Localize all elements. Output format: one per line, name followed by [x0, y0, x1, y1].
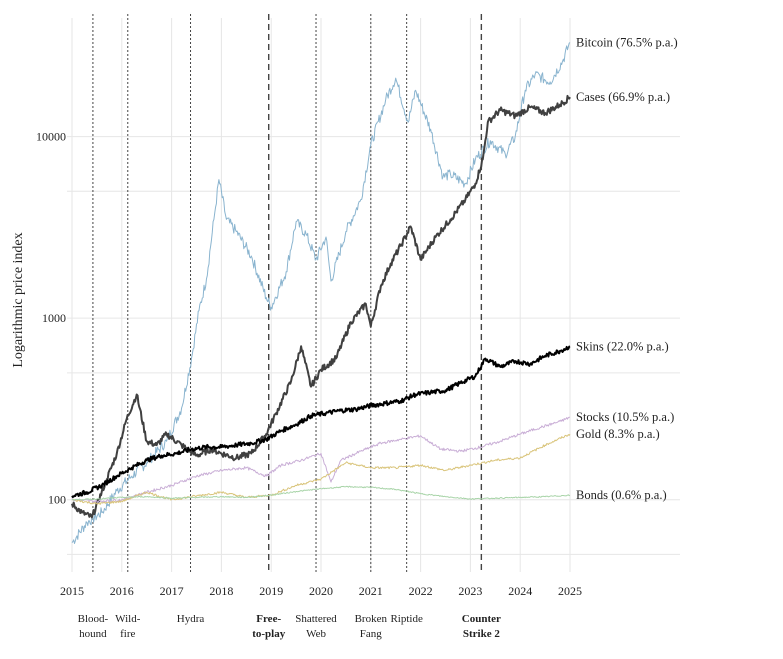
event-label-line: Wild- — [115, 613, 141, 625]
x-tick-label: 2015 — [60, 584, 84, 598]
event-label-line: Strike 2 — [463, 628, 500, 640]
event-label-line: hound — [79, 628, 107, 640]
event-label-line: Counter — [462, 613, 501, 625]
x-tick-label: 2022 — [409, 584, 433, 598]
series-line-cases — [71, 94, 571, 519]
event-label-line: Web — [306, 628, 326, 640]
event-label: Wild-fire — [115, 613, 141, 640]
axis-layer: 2015 2016 2017 2018 2019 2020 2021 2022 2023 2024… — [36, 130, 582, 598]
series-layer — [71, 42, 571, 544]
event-label-line: Free- — [256, 613, 281, 625]
series-label-bitcoin: Bitcoin (76.5% p.a.) — [576, 35, 678, 49]
x-tick-label: 2017 — [160, 584, 184, 598]
x-tick-label: 2020 — [309, 584, 333, 598]
y-tick-label: 100 — [48, 493, 66, 507]
x-tick-label: 2025 — [558, 584, 582, 598]
x-tick-label: 2016 — [110, 584, 134, 598]
series-labels: Bitcoin (76.5% p.a.) Cases (66.9% p.a.) Sk… — [576, 35, 678, 502]
event-label-line: fire — [120, 628, 135, 640]
series-label-gold: Gold (8.3% p.a.) — [576, 427, 660, 441]
event-label-line: Blood- — [78, 613, 109, 625]
series-label-bonds: Bonds (0.6% p.a.) — [576, 488, 667, 502]
x-tick-label: 2018 — [209, 584, 233, 598]
series-line-bonds — [71, 485, 571, 501]
event-label-line: to-play — [252, 628, 286, 640]
event-label-line: Fang — [360, 628, 383, 640]
event-label-line: Riptide — [390, 613, 423, 625]
event-label: Hydra — [177, 613, 205, 625]
series-label-skins: Skins (22.0% p.a.) — [576, 339, 669, 353]
x-tick-label: 2023 — [458, 584, 482, 598]
event-lines — [92, 14, 483, 572]
series-label-stocks: Stocks (10.5% p.a.) — [576, 410, 674, 424]
grid-layer — [67, 18, 680, 572]
event-label: Blood-hound — [78, 613, 109, 640]
series-label-cases: Cases (66.9% p.a.) — [576, 90, 670, 104]
y-tick-label: 10000 — [36, 130, 66, 144]
y-tick-label: 1000 — [42, 311, 66, 325]
event-label: Riptide — [390, 613, 423, 625]
series-line-skins — [71, 345, 571, 498]
event-label: Broken Fang — [355, 613, 388, 640]
event-label: Counter Strike 2 — [462, 613, 501, 640]
x-tick-label: 2024 — [508, 584, 532, 598]
event-label-line: Hydra — [177, 613, 205, 625]
x-tick-label: 2021 — [359, 584, 383, 598]
series-line-stocks — [71, 416, 570, 503]
event-label-line: Broken — [355, 613, 388, 625]
event-label: Shattered Web — [295, 613, 337, 640]
event-label: Free-to-play — [252, 613, 286, 640]
series-line-gold — [71, 433, 571, 505]
event-label-line: Shattered — [295, 613, 337, 625]
y-axis-label: Logarithmic price index — [11, 232, 26, 367]
x-tick-label: 2019 — [259, 584, 283, 598]
